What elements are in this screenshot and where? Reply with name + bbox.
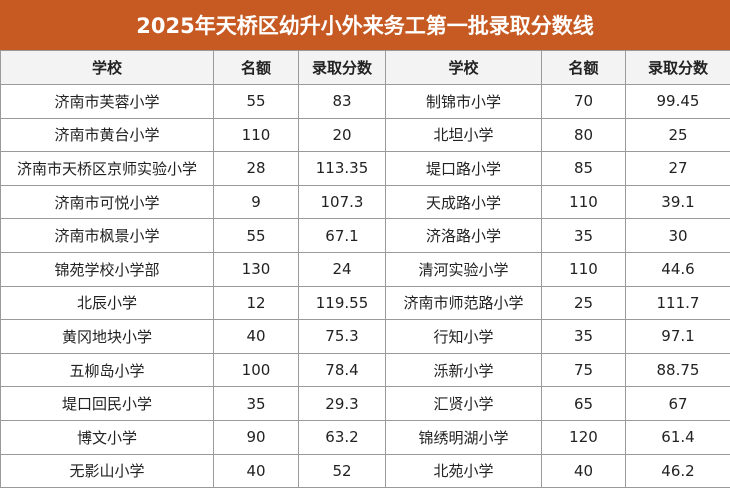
table-cell: 无影山小学 [0,453,214,488]
table-cell: 20 [298,117,386,153]
table-cell: 97.1 [625,319,730,354]
table-row: 济南市可悦小学 9 107.3 天成路小学 110 39.1 [0,184,730,220]
table-cell: 99.45 [625,84,730,119]
table-cell: 27 [625,151,730,186]
table-body: 济南市芙蓉小学 55 83 制锦市小学 70 99.45 济南市黄台小学 110 20 北坦小学 8… [0,84,730,488]
table-cell: 黄冈地块小学 [0,319,214,354]
column-header: 名额 [541,50,626,85]
table-cell: 35 [213,386,299,421]
table-cell: 55 [213,218,299,253]
table-cell: 75 [541,352,626,388]
table-row: 济南市枫景小学 55 67.1 济洛路小学 35 30 [0,218,730,253]
table-cell: 113.35 [298,151,386,186]
table-cell: 119.55 [298,285,386,321]
table-cell: 北坦小学 [385,117,542,153]
table-cell: 35 [541,218,626,253]
table-cell: 88.75 [625,352,730,388]
table-cell: 制锦市小学 [385,84,542,119]
table-cell: 24 [298,251,386,287]
table-cell: 78.4 [298,352,386,388]
table-cell: 55 [213,84,299,119]
table-cell: 济南市可悦小学 [0,184,214,220]
column-header: 名额 [213,50,299,85]
table-cell: 五柳岛小学 [0,352,214,388]
table-row: 五柳岛小学 100 78.4 泺新小学 75 88.75 [0,352,730,388]
table-cell: 61.4 [625,419,730,455]
table-cell: 67.1 [298,218,386,253]
column-header: 学校 [385,50,542,85]
table-cell: 锦苑学校小学部 [0,251,214,287]
column-header: 录取分数 [625,50,730,85]
table-cell: 25 [625,117,730,153]
table-cell: 120 [541,419,626,455]
table-row: 济南市天桥区京师实验小学 28 113.35 堤口路小学 85 27 [0,151,730,186]
table-cell: 130 [213,251,299,287]
table-cell: 85 [541,151,626,186]
score-table: 学校 名额 录取分数 学校 名额 录取分数 济南市芙蓉小学 55 83 制锦市小学 70 99.45… [0,50,730,488]
table-cell: 65 [541,386,626,421]
table-cell: 29.3 [298,386,386,421]
header-row: 学校 名额 录取分数 学校 名额 录取分数 [0,50,730,85]
table-cell: 100 [213,352,299,388]
table-cell: 清河实验小学 [385,251,542,287]
table-cell: 107.3 [298,184,386,220]
table-cell: 博文小学 [0,419,214,455]
table-cell: 90 [213,419,299,455]
table-cell: 110 [213,117,299,153]
table-cell: 52 [298,453,386,488]
table-cell: 40 [213,453,299,488]
table-row: 济南市芙蓉小学 55 83 制锦市小学 70 99.45 [0,84,730,119]
table-cell: 110 [541,251,626,287]
table-cell: 9 [213,184,299,220]
table-cell: 堤口路小学 [385,151,542,186]
table-row: 无影山小学 40 52 北苑小学 40 46.2 [0,453,730,488]
table-cell: 67 [625,386,730,421]
table-cell: 行知小学 [385,319,542,354]
table-cell: 83 [298,84,386,119]
table-cell: 堤口回民小学 [0,386,214,421]
table-cell: 80 [541,117,626,153]
table-cell: 北苑小学 [385,453,542,488]
table-cell: 46.2 [625,453,730,488]
table-cell: 44.6 [625,251,730,287]
table-cell: 济南市芙蓉小学 [0,84,214,119]
title: 2025年天桥区幼升小外来务工第一批录取分数线 [0,0,730,50]
table-cell: 天成路小学 [385,184,542,220]
table-cell: 汇贤小学 [385,386,542,421]
table-cell: 济南市天桥区京师实验小学 [0,151,214,186]
table-cell: 12 [213,285,299,321]
table-cell: 30 [625,218,730,253]
column-header: 学校 [0,50,214,85]
table-cell: 28 [213,151,299,186]
table-row: 北辰小学 12 119.55 济南市师范路小学 25 111.7 [0,285,730,321]
table-row: 黄冈地块小学 40 75.3 行知小学 35 97.1 [0,319,730,354]
table-cell: 泺新小学 [385,352,542,388]
table-cell: 济洛路小学 [385,218,542,253]
table-cell: 35 [541,319,626,354]
table-cell: 75.3 [298,319,386,354]
table-cell: 济南市枫景小学 [0,218,214,253]
table-cell: 70 [541,84,626,119]
column-header: 录取分数 [298,50,386,85]
table-cell: 40 [213,319,299,354]
table-cell: 济南市师范路小学 [385,285,542,321]
table-cell: 40 [541,453,626,488]
table-cell: 111.7 [625,285,730,321]
table-row: 博文小学 90 63.2 锦绣明湖小学 120 61.4 [0,419,730,455]
table-row: 锦苑学校小学部 130 24 清河实验小学 110 44.6 [0,251,730,287]
table-cell: 北辰小学 [0,285,214,321]
table-cell: 锦绣明湖小学 [385,419,542,455]
table-row: 济南市黄台小学 110 20 北坦小学 80 25 [0,117,730,153]
table-cell: 110 [541,184,626,220]
table-cell: 39.1 [625,184,730,220]
table-cell: 25 [541,285,626,321]
table-row: 堤口回民小学 35 29.3 汇贤小学 65 67 [0,386,730,421]
table-cell: 济南市黄台小学 [0,117,214,153]
table-cell: 63.2 [298,419,386,455]
